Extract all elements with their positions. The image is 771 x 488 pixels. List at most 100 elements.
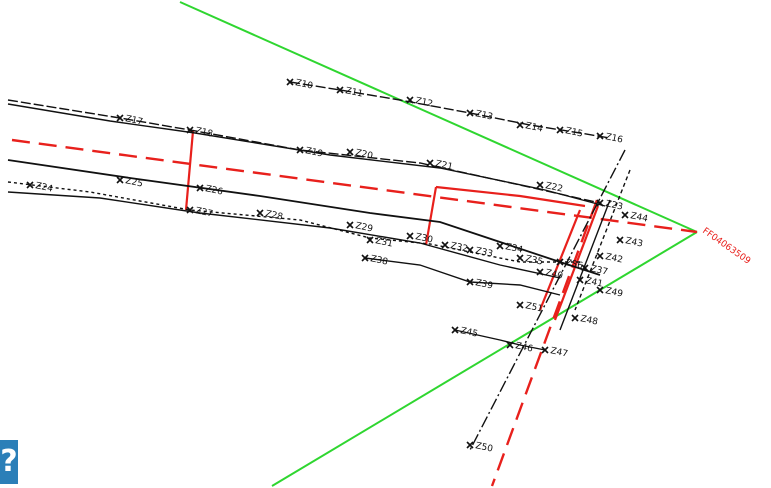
survey-point-label: Z36 (564, 258, 584, 272)
survey-point-x-mark-stroke-b (466, 278, 474, 286)
survey-point-label: Z14 (524, 121, 544, 135)
survey-point-label: Z40 (544, 268, 564, 282)
survey-point-x-mark-stroke-b (556, 126, 564, 134)
survey-point-x-mark-stroke-b (426, 159, 434, 167)
survey-point-x-mark-stroke-b (506, 341, 514, 349)
survey-point-label: Z25 (124, 176, 143, 189)
survey-point-x-mark-stroke-b (116, 176, 124, 184)
traverse-line-h (454, 329, 546, 351)
red-dashed-axis-horizontal (11, 138, 698, 234)
red-dashed-axis-vertical (490, 199, 599, 487)
survey-point: Z24 (26, 181, 54, 195)
green-boundary (179, 1, 698, 487)
traverse-line-b (7, 103, 606, 207)
survey-point: Z51 (516, 301, 544, 315)
survey-point-x-mark-stroke-b (336, 86, 344, 94)
survey-point: Z16 (596, 132, 624, 146)
survey-point-x-mark-stroke-b (621, 211, 629, 219)
survey-point-x-mark-stroke-b (346, 221, 354, 229)
survey-point: Z22 (536, 181, 564, 195)
survey-point-label: Z37 (589, 264, 608, 277)
survey-point-x-mark-stroke-b (541, 346, 549, 354)
survey-point-x-mark-stroke-b (451, 326, 459, 334)
survey-point: Z40 (536, 268, 564, 282)
red-section-tick-3 (435, 185, 586, 208)
survey-point-label: Z33 (474, 246, 493, 259)
survey-point-label: Z50 (474, 441, 494, 455)
survey-point: Z31 (366, 236, 394, 250)
survey-point-x-mark-stroke-b (596, 199, 604, 207)
survey-point-label: Z38 (369, 254, 389, 268)
survey-point-label: Z13 (474, 109, 493, 122)
survey-points: Z10 Z11 Z12 Z13 Z14 Z15 Z16 Z17 Z18 Z19 Z20 Z21 Z22 Z… (26, 78, 649, 455)
survey-point-label: Z26 (204, 184, 224, 198)
red-section-tick-4 (553, 205, 600, 321)
survey-point: Z13 (466, 109, 494, 123)
survey-point-label: Z48 (579, 314, 599, 328)
survey-point-x-mark-stroke-b (186, 126, 194, 134)
survey-point-x-mark-stroke-b (196, 184, 204, 192)
survey-point-label: Z44 (629, 211, 649, 225)
survey-point-label: Z15 (564, 126, 583, 139)
survey-point: Z48 (571, 314, 599, 328)
survey-point-x-mark-stroke-b (556, 258, 564, 266)
survey-point-label: Z20 (354, 148, 374, 162)
survey-point-label: Z41 (584, 276, 603, 289)
survey-point-label: Z43 (624, 236, 643, 249)
survey-point-x-mark-stroke-b (361, 254, 369, 262)
survey-point: Z25 (116, 176, 144, 190)
survey-point-label: Z31 (374, 236, 393, 249)
traverse-line-vertical-1 (469, 149, 626, 451)
survey-point: Z23 (596, 199, 624, 213)
survey-point-x-mark-stroke-b (516, 254, 524, 262)
survey-point-x-mark-stroke-b (466, 109, 474, 117)
survey-point-label: Z49 (604, 286, 624, 300)
survey-point: Z18 (186, 126, 214, 140)
survey-point-label: Z51 (524, 301, 543, 314)
survey-point: Z32 (441, 241, 469, 255)
survey-point-x-mark-stroke-b (256, 209, 264, 217)
red-section-tick-5 (538, 209, 582, 311)
survey-point-x-mark-stroke-b (571, 314, 579, 322)
survey-point: Z33 (466, 246, 494, 260)
survey-point-x-mark-stroke-b (536, 181, 544, 189)
red-section-ticks (184, 130, 600, 321)
survey-point-x-mark-stroke-b (516, 301, 524, 309)
survey-point: Z30 (406, 232, 434, 246)
survey-point-x-mark-stroke-b (581, 264, 589, 272)
survey-point: Z41 (576, 276, 604, 290)
survey-point: Z11 (336, 86, 364, 100)
survey-point-x-mark-stroke-b (441, 241, 449, 249)
survey-point: Z42 (596, 252, 624, 266)
survey-point: Z14 (516, 121, 544, 135)
help-badge-icon[interactable]: ? (0, 440, 18, 484)
survey-point: Z49 (596, 286, 624, 300)
survey-point: Z43 (616, 236, 644, 250)
survey-point-label: Z10 (294, 78, 314, 92)
survey-point-label: Z29 (354, 221, 374, 235)
survey-point-x-mark-stroke-b (406, 96, 414, 104)
survey-point-label: Z12 (414, 96, 433, 109)
survey-point: Z27 (186, 206, 214, 220)
red-axis-lines (11, 138, 698, 487)
survey-point: Z17 (116, 114, 144, 128)
survey-point-label: Z34 (504, 242, 524, 256)
survey-point: Z47 (541, 346, 569, 360)
survey-point: Z50 (466, 441, 494, 455)
survey-point: Z15 (556, 126, 584, 140)
survey-point-x-mark-stroke-b (406, 232, 414, 240)
traverse-line-vertical-2 (559, 199, 611, 331)
survey-point-label: Z24 (34, 181, 54, 195)
survey-point-label: Z21 (434, 159, 453, 172)
survey-point-label: Z35 (524, 254, 543, 267)
survey-point: Z37 (581, 264, 609, 278)
survey-point: Z46 (506, 341, 534, 355)
traverse-line-c (7, 159, 601, 276)
survey-point-label: Z42 (604, 252, 623, 265)
vertex-label: FF04063509 (700, 226, 752, 267)
survey-point-x-mark-stroke-b (596, 132, 604, 140)
survey-point-x-mark-stroke-b (26, 181, 34, 189)
survey-point: Z35 (516, 254, 544, 268)
survey-point-x-mark-stroke-b (616, 236, 624, 244)
